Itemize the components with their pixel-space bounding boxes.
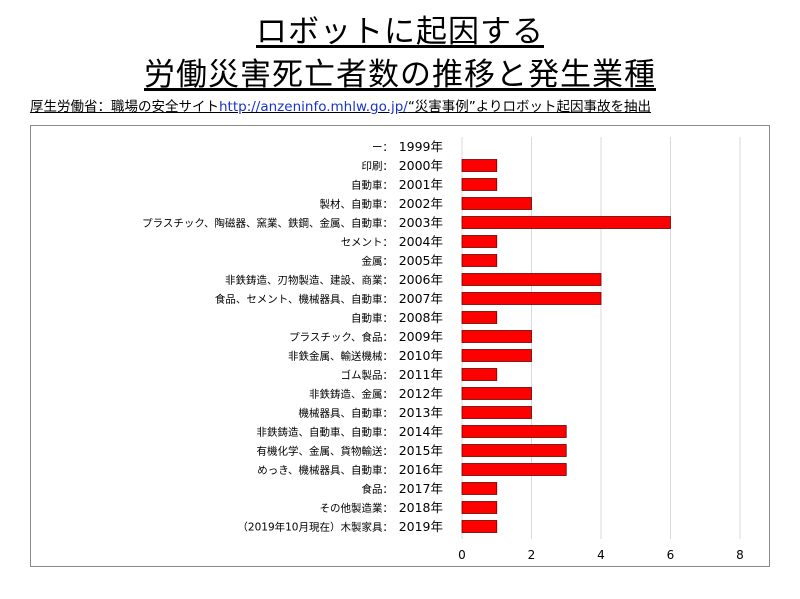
bar <box>461 444 567 457</box>
x-tick-label: 2 <box>528 548 536 562</box>
category-industry-label: 印刷： <box>362 160 394 173</box>
bar <box>461 254 498 267</box>
bar <box>461 197 532 210</box>
category-industry-label: セメント： <box>341 237 393 249</box>
category-year-label: 2013年 <box>399 405 443 420</box>
bar <box>461 235 498 248</box>
x-tick-label: 4 <box>597 548 605 562</box>
category-industry-label: 製材、自動車： <box>320 198 394 211</box>
category-industry-label: 非鉄金属、輸送機械： <box>288 350 393 363</box>
category-industry-label: その他製造業： <box>320 502 394 515</box>
category-year-label: 2001年 <box>399 177 443 192</box>
category-year-label: 2017年 <box>399 481 443 496</box>
category-year-label: 2005年 <box>399 253 443 268</box>
category-year-label: 2000年 <box>399 158 443 173</box>
category-year-label: 1999年 <box>399 139 443 154</box>
source-link[interactable]: http://anzeninfo.mhlw.go.jp/ <box>219 99 408 115</box>
bar <box>461 216 671 229</box>
x-tick-label: 6 <box>667 548 675 562</box>
category-year-label: 2019年 <box>399 519 443 534</box>
category-year-label: 2015年 <box>399 443 443 458</box>
category-year-label: 2018年 <box>399 500 443 515</box>
category-year-label: 2014年 <box>399 424 443 439</box>
category-industry-label: 非鉄鋳造、金属： <box>309 388 393 401</box>
bar <box>461 520 498 533</box>
category-year-label: 2007年 <box>399 291 443 306</box>
category-industry-label: ー： <box>372 142 393 154</box>
bar <box>461 463 567 476</box>
category-year-label: 2016年 <box>399 462 443 477</box>
category-industry-label: めっき、機械器具、自動車： <box>257 464 393 477</box>
category-industry-label: （2019年10月現在）木製家具： <box>237 521 393 534</box>
bar-chart: 1999年ー：2000年印刷：2001年自動車：2002年製材、自動車：2003… <box>142 137 744 562</box>
chart-frame: 1999年 ー： 2000年 印刷： 2001年 自動車： 2002年 製材、自動車： 2003… <box>30 125 770 567</box>
chart-title-line2: 労働災害死亡者数の推移と発生業種 <box>144 57 656 93</box>
source-note: 厚生労働省：職場の安全サイトhttp://anzeninfo.mhlw.go.j… <box>30 95 780 115</box>
bar <box>461 406 532 419</box>
category-year-label: 2010年 <box>399 348 443 363</box>
category-industry-label: プラスチック、陶磁器、窯業、鉄鋼、金属、自動車： <box>142 217 393 230</box>
category-industry-label: 自動車： <box>351 179 393 192</box>
bar <box>461 425 567 438</box>
bar <box>461 501 498 514</box>
category-industry-label: 機械器具、自動車： <box>299 407 394 420</box>
x-tick-label: 0 <box>458 548 466 562</box>
x-tick-label: 8 <box>736 548 744 562</box>
category-industry-label: 食品、セメント、機械器具、自動車： <box>215 293 393 306</box>
source-prefix: 厚生労働省：職場の安全サイト <box>30 99 219 115</box>
bar <box>461 482 498 495</box>
bar <box>461 178 498 191</box>
category-year-label: 2002年 <box>399 196 443 211</box>
bar <box>461 330 532 343</box>
bar <box>461 273 602 286</box>
category-industry-label: プラスチック、食品： <box>289 331 393 344</box>
category-year-label: 2004年 <box>399 234 443 249</box>
category-industry-label: 金属： <box>362 255 394 268</box>
bar <box>461 349 532 362</box>
category-year-label: 2003年 <box>399 215 443 230</box>
bar <box>461 292 602 305</box>
chart-title-line1: ロボットに起因する <box>256 14 544 50</box>
category-year-label: 2012年 <box>399 386 443 401</box>
category-industry-label: 自動車： <box>351 312 393 325</box>
bar <box>461 387 532 400</box>
category-industry-label: 食品： <box>362 483 394 496</box>
bar <box>461 159 498 172</box>
category-industry-label: ゴム製品： <box>341 369 394 382</box>
bar <box>461 311 498 324</box>
category-industry-label: 有機化学、金属、貨物輸送： <box>257 445 394 458</box>
bar <box>461 368 498 381</box>
category-industry-label: 非鉄鋳造、刃物製造、建設、商業： <box>225 274 393 287</box>
category-year-label: 2011年 <box>399 367 443 382</box>
category-industry-label: 非鉄鋳造、自動車、自動車： <box>257 426 394 439</box>
source-suffix: “災害事例”よりロボット起因事故を抽出 <box>407 99 652 115</box>
category-year-label: 2008年 <box>399 310 443 325</box>
category-year-label: 2006年 <box>399 272 443 287</box>
category-year-label: 2009年 <box>399 329 443 344</box>
